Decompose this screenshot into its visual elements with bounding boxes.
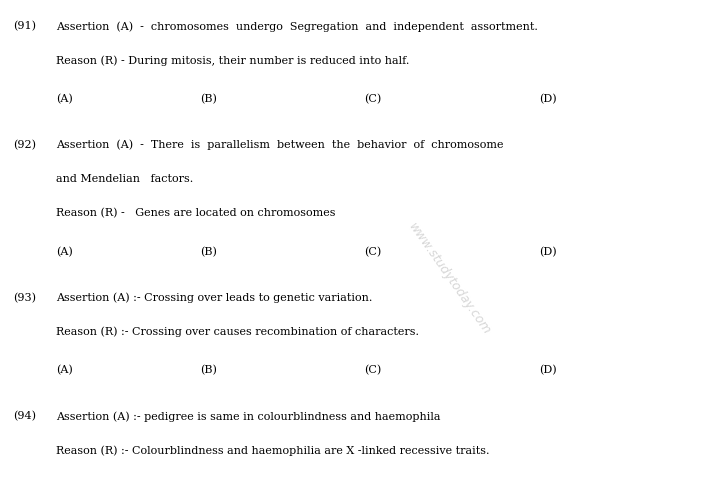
Text: (C): (C) <box>364 94 381 105</box>
Text: (A): (A) <box>56 94 73 105</box>
Text: Assertion (A) :- pedigree is same in colourblindness and haemophila: Assertion (A) :- pedigree is same in col… <box>56 411 440 422</box>
Text: Reason (R) - During mitosis, their number is reduced into half.: Reason (R) - During mitosis, their numbe… <box>56 55 409 66</box>
Text: (B): (B) <box>200 247 217 257</box>
Text: Reason (R) -   Genes are located on chromosomes: Reason (R) - Genes are located on chromo… <box>56 208 336 218</box>
Text: (B): (B) <box>200 94 217 105</box>
Text: (C): (C) <box>364 247 381 257</box>
Text: Assertion  (A)  -  chromosomes  undergo  Segregation  and  independent  assortme: Assertion (A) - chromosomes undergo Segr… <box>56 21 538 32</box>
Text: Reason (R) :- Colourblindness and haemophilia are X -linked recessive traits.: Reason (R) :- Colourblindness and haemop… <box>56 445 489 455</box>
Text: (94): (94) <box>13 411 36 421</box>
Text: Reason (R) :- Crossing over causes recombination of characters.: Reason (R) :- Crossing over causes recom… <box>56 326 419 337</box>
Text: Assertion  (A)  -  There  is  parallelism  between  the  behavior  of  chromosom: Assertion (A) - There is parallelism bet… <box>56 140 503 150</box>
Text: (A): (A) <box>56 247 73 257</box>
Text: (A): (A) <box>56 365 73 375</box>
Text: (C): (C) <box>364 365 381 375</box>
Text: www.studytoday.com: www.studytoday.com <box>406 220 494 337</box>
Text: (91): (91) <box>13 21 36 32</box>
Text: and Mendelian   factors.: and Mendelian factors. <box>56 174 193 184</box>
Text: (92): (92) <box>13 140 36 150</box>
Text: (D): (D) <box>539 94 556 105</box>
Text: (D): (D) <box>539 365 556 375</box>
Text: (D): (D) <box>539 247 556 257</box>
Text: (93): (93) <box>13 293 36 303</box>
Text: Assertion (A) :- Crossing over leads to genetic variation.: Assertion (A) :- Crossing over leads to … <box>56 293 372 303</box>
Text: (B): (B) <box>200 365 217 375</box>
